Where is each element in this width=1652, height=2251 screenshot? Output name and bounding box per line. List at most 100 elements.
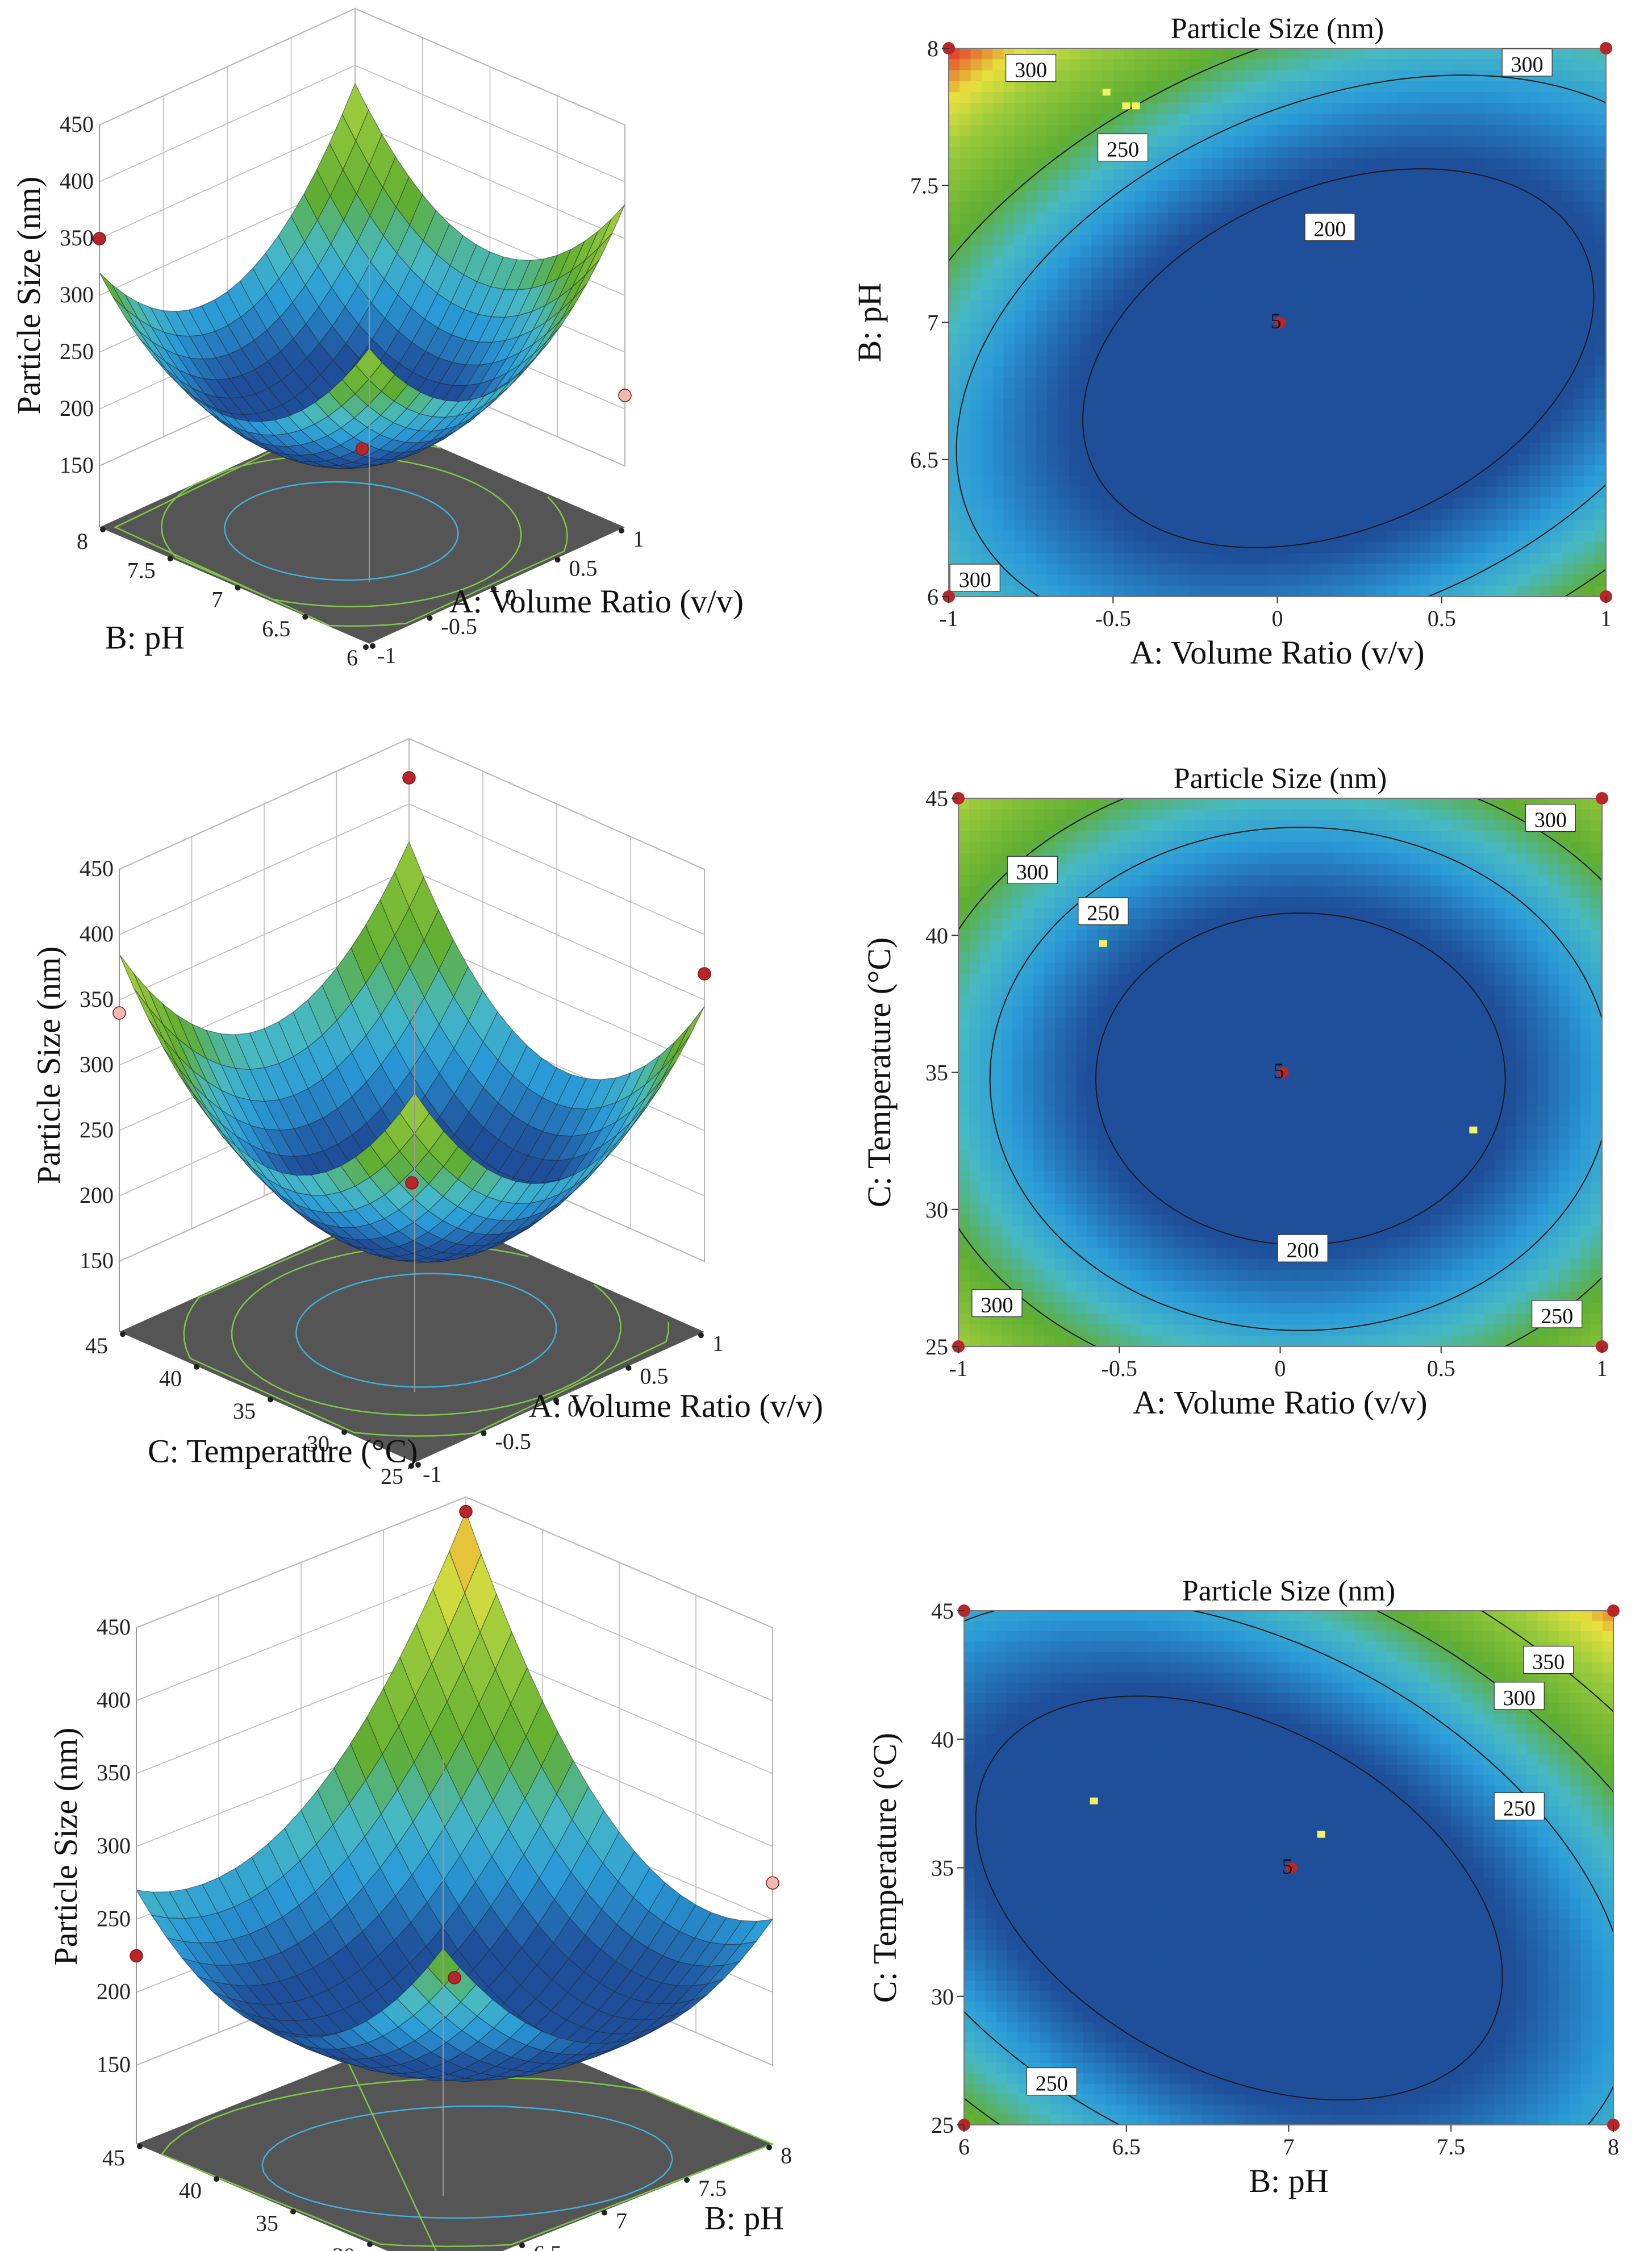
heatmap-cell [1496, 322, 1508, 334]
heatmap-cell [979, 1182, 991, 1194]
heatmap-cell [1146, 300, 1157, 312]
heatmap-cell [1190, 585, 1202, 597]
heatmap-cell [1595, 531, 1607, 543]
heatmap-cell [1277, 81, 1289, 93]
heatmap-cell [1211, 355, 1223, 367]
heatmap-cell [1474, 399, 1486, 411]
heatmap-cell [1014, 136, 1026, 148]
heatmap-cell [1584, 235, 1596, 246]
heatmap-cell [1453, 125, 1464, 136]
heatmap-cell [1044, 842, 1056, 854]
heatmap-cell [1200, 476, 1212, 487]
heatmap-cell [1069, 125, 1081, 136]
heatmap-cell [1167, 245, 1179, 257]
heatmap-cell [1058, 59, 1070, 71]
heatmap-cell [1408, 443, 1420, 455]
heatmap-cell [1518, 212, 1530, 224]
heatmap-cell [1178, 508, 1190, 520]
heatmap-cell [1087, 1050, 1099, 1062]
heatmap-cell [1141, 1105, 1152, 1117]
heatmap-cell [960, 169, 971, 181]
heatmap-cell [1430, 125, 1442, 136]
heatmap-cell [1151, 1094, 1163, 1106]
heatmap-cell [1113, 169, 1125, 181]
heatmap-cell [1141, 940, 1152, 952]
heatmap-cell [1223, 508, 1234, 520]
heatmap-cell [1441, 564, 1453, 575]
heatmap-cell [1551, 366, 1563, 378]
heatmap-cell [969, 1006, 981, 1018]
heatmap-cell [1474, 256, 1486, 268]
heatmap-cell [1124, 114, 1136, 126]
heatmap-cell [1376, 541, 1387, 553]
heatmap-cell [1255, 333, 1267, 345]
z-axis-label: Particle Size (nm) [10, 177, 47, 415]
heatmap-cell [979, 1050, 991, 1062]
heatmap-cell [1119, 1237, 1130, 1248]
heatmap-cell [1102, 454, 1113, 465]
heatmap-cell [1098, 1182, 1109, 1194]
heatmap-cell [1453, 48, 1464, 60]
heatmap-cell [1087, 1248, 1099, 1260]
heatmap-cell [1453, 508, 1464, 520]
heatmap-cell [1244, 180, 1256, 191]
heatmap-cell [1496, 245, 1508, 257]
heatmap-cell [1387, 256, 1399, 268]
heatmap-cell [1211, 245, 1223, 257]
heatmap-cell [1277, 344, 1289, 356]
heatmap-cell [1003, 180, 1015, 191]
heatmap-cell [1211, 103, 1223, 115]
heatmap-cell [1485, 81, 1497, 93]
heatmap-cell [970, 465, 982, 477]
heatmap-cell [1033, 929, 1045, 941]
heatmap-cell [1244, 289, 1256, 301]
heatmap-cell [1332, 552, 1344, 564]
heatmap-cell [1102, 552, 1113, 564]
heatmap-cell [992, 333, 1004, 345]
heatmap-cell [1108, 1248, 1120, 1260]
heatmap-cell [1529, 377, 1541, 389]
heatmap-cell [1387, 136, 1399, 148]
heatmap-cell [1233, 519, 1245, 531]
heatmap-cell [1065, 1291, 1077, 1303]
heatmap-cell [960, 300, 971, 312]
heatmap-cell [1223, 235, 1234, 246]
heatmap-cell [1054, 1116, 1066, 1128]
heatmap-cell [1087, 842, 1099, 854]
heatmap-cell [1178, 48, 1190, 60]
heatmap-cell [1108, 853, 1120, 865]
heatmap-cell [1003, 508, 1015, 520]
heatmap-cell [1023, 1094, 1034, 1106]
x-axis-label: A: Volume Ratio (v/v) [449, 583, 744, 620]
heatmap-cell [958, 919, 970, 931]
heatmap-cell [1025, 454, 1037, 465]
heatmap-cell [1047, 81, 1059, 93]
heatmap-cell [1408, 256, 1420, 268]
heatmap-cell [1387, 377, 1399, 389]
heatmap-cell [1119, 1105, 1130, 1117]
heatmap-cell [1551, 125, 1563, 136]
heatmap-cell [1025, 212, 1037, 224]
heatmap-cell [1354, 245, 1366, 257]
heatmap-cell [1058, 410, 1070, 422]
heatmap-cell [1098, 995, 1109, 1007]
heatmap-cell [1080, 180, 1092, 191]
heatmap-cell [1162, 1237, 1174, 1248]
heatmap-cell [1124, 454, 1136, 465]
heatmap-cell [1211, 202, 1223, 214]
heatmap-cell [1453, 212, 1464, 224]
heatmap-cell [1178, 564, 1190, 575]
heatmap-cell [1430, 519, 1442, 531]
heatmap-cell [1562, 147, 1574, 159]
heatmap-cell [1151, 1204, 1163, 1215]
heatmap-cell [1485, 235, 1497, 246]
heatmap-cell [1033, 1237, 1045, 1248]
heatmap-cell [1014, 377, 1026, 389]
heatmap-cell [1157, 487, 1169, 498]
heatmap-cell [1562, 410, 1574, 422]
heatmap-cell [1485, 531, 1497, 543]
heatmap-cell [1244, 300, 1256, 312]
heatmap-cell [1518, 421, 1530, 433]
heatmap-cell [1141, 1039, 1152, 1051]
